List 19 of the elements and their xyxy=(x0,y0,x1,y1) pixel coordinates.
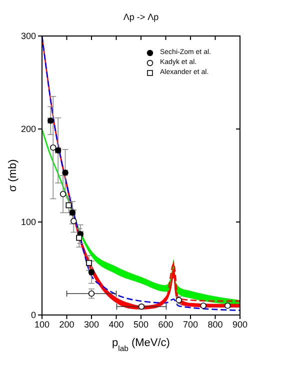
x-tick-label: 200 xyxy=(59,319,74,330)
x-tick-label: 700 xyxy=(182,319,198,330)
x-tick-label: 300 xyxy=(84,319,100,330)
y-tick-label: 200 xyxy=(20,124,36,134)
point xyxy=(88,290,95,297)
x-tick-label: 900 xyxy=(232,319,248,330)
point xyxy=(60,191,66,198)
y-tick-label: 300 xyxy=(20,31,36,42)
x-axis-title: p$_{lab}$ (MeV/c) xyxy=(112,337,170,352)
x-tick-label: 800 xyxy=(208,319,223,330)
x-tick-label: 500 xyxy=(133,319,149,330)
chart-title: Λp -> Λp xyxy=(123,12,159,22)
point xyxy=(50,144,56,151)
x-tick-label: 100 xyxy=(34,319,50,330)
y-tick-label: 0 xyxy=(30,310,36,320)
x-tick-label: 400 xyxy=(108,319,124,330)
x-tick-label: 600 xyxy=(158,319,174,330)
y-tick-label: 100 xyxy=(20,217,36,228)
y-axis-title: σ (mb) xyxy=(7,159,19,192)
